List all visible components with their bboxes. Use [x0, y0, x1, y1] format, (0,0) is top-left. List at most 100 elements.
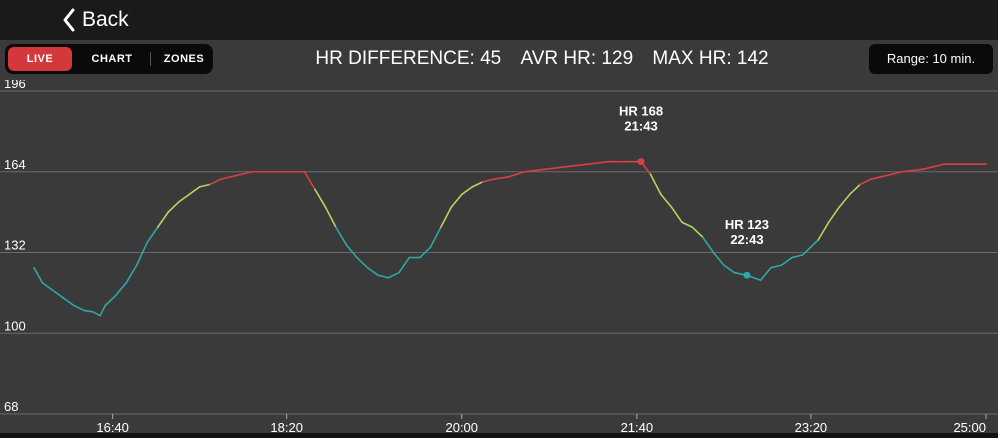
hr-line-segment	[586, 160, 610, 165]
hr-line-segment	[324, 206, 337, 229]
x-tick-label: 18:20	[270, 420, 303, 433]
hr-line-segment	[219, 175, 232, 181]
average-hr: AVR HR: 129	[520, 48, 634, 69]
tab-zones[interactable]: ZONES	[163, 53, 205, 65]
hr-line-segment	[240, 170, 253, 176]
hr-line-segment	[691, 226, 704, 239]
hr-line-segment	[901, 168, 924, 173]
back-button[interactable]: Back	[62, 6, 129, 34]
hr-line-segment	[880, 173, 893, 178]
hr-line-segment	[848, 183, 861, 196]
toolbar: LIVE CHART ZONES HR DIFFERENCE: 45 AVR H…	[0, 40, 998, 80]
hr-line-segment	[345, 244, 358, 259]
hr-line-segment	[104, 294, 117, 307]
heart-rate-chart: 196 164 132 100 68 16:40 18:20 20:00 21:40 23:20 2…	[0, 80, 998, 433]
hr-line-segment	[649, 173, 662, 196]
annotation-hr-label: HR 168	[619, 104, 663, 119]
hr-line-segment	[890, 170, 903, 176]
hr-line-segment	[492, 175, 510, 181]
hr-line-segment	[387, 271, 400, 279]
hr-line-segment	[73, 304, 86, 312]
hr-line-segment	[922, 163, 945, 171]
hr-line-segment	[712, 251, 725, 266]
hr-line-segment	[335, 226, 348, 246]
view-segmented-control: LIVE CHART ZONES	[5, 44, 213, 74]
hr-difference: HR DIFFERENCE: 45	[315, 48, 502, 69]
tab-live[interactable]: LIVE	[8, 47, 72, 71]
hr-line-segment	[670, 206, 683, 224]
hr-line-segment	[702, 236, 715, 254]
back-label: Back	[82, 8, 129, 31]
segment-divider	[150, 52, 151, 66]
hr-line-segment	[114, 281, 128, 297]
hr-line-segment	[440, 206, 453, 229]
hr-line-segment	[660, 193, 673, 208]
y-tick-label: 132	[4, 238, 26, 253]
hr-line-segment	[508, 170, 526, 178]
x-tick-label: 25:00	[953, 420, 986, 433]
hr-line-segment	[177, 193, 190, 203]
y-tick-label: 68	[4, 399, 18, 414]
hr-line-segment	[125, 264, 138, 284]
heart-rate-stats: HR DIFFERENCE: 45 AVR HR: 129 MAX HR: 14…	[300, 48, 784, 70]
hr-line-segment	[209, 178, 222, 186]
x-tick-label: 21:40	[621, 420, 654, 433]
hr-line-segment	[759, 266, 772, 282]
hr-line-segment	[198, 183, 211, 188]
hr-line-segment	[450, 193, 463, 208]
max-hr: MAX HR: 142	[652, 48, 769, 69]
hr-line-segment	[52, 289, 65, 299]
bottom-strip	[0, 433, 998, 438]
y-tick-label: 196	[4, 80, 26, 91]
hr-line-segment	[398, 256, 411, 274]
hr-line-segment	[41, 281, 54, 292]
hr-line-segment	[723, 264, 736, 274]
hr-line-segment	[565, 163, 589, 168]
hr-line-segment	[62, 297, 75, 307]
hr-line-segment	[523, 168, 547, 173]
hr-line-segment	[356, 256, 369, 269]
tab-chart[interactable]: CHART	[91, 53, 133, 65]
hr-line-segment	[827, 206, 841, 224]
hr-line-segment	[33, 266, 44, 284]
hr-line-segment	[188, 186, 201, 196]
hr-line-segment	[780, 256, 793, 266]
hr-line-segment	[366, 266, 379, 277]
hr-line-segment	[460, 186, 474, 196]
hr-line-segment	[303, 170, 316, 191]
min-hr-marker	[743, 271, 751, 279]
hr-line-segment	[544, 165, 568, 171]
hr-line-segment	[167, 201, 180, 213]
y-tick-label: 100	[4, 318, 26, 333]
hr-line-segment	[83, 309, 94, 313]
hr-line-segment	[314, 188, 327, 208]
navigation-bar: Back	[0, 0, 998, 40]
hr-line-segment	[859, 178, 872, 186]
hr-line-segment	[471, 181, 484, 188]
chevron-left-icon	[63, 8, 75, 32]
hr-line-segment	[377, 274, 390, 279]
hr-line-segment	[481, 178, 495, 183]
hr-line-segment	[681, 221, 694, 229]
hr-line-segment	[869, 175, 882, 181]
hr-line-segment	[419, 246, 432, 259]
annotation-time-label: 21:43	[624, 119, 657, 134]
y-tick-label: 164	[4, 157, 26, 172]
x-tick-label: 16:40	[96, 420, 129, 433]
annotation-time-label: 22:43	[730, 232, 763, 247]
hr-line-segment	[146, 226, 159, 244]
x-tick-label: 23:20	[795, 420, 828, 433]
hr-line-segment	[230, 173, 243, 178]
hr-line-segment	[156, 211, 170, 229]
hr-line-segment	[801, 239, 820, 256]
hr-line-segment	[791, 254, 804, 259]
hr-line-segment	[99, 304, 107, 317]
annotation-hr-label: HR 123	[725, 217, 769, 232]
range-selector-button[interactable]: Range: 10 min.	[869, 44, 993, 74]
hr-line-segment	[429, 226, 442, 249]
hr-line-segment	[135, 241, 149, 266]
hr-line-segment	[91, 311, 101, 317]
hr-line-segment	[770, 264, 783, 269]
hr-line-segment	[838, 193, 851, 208]
max-hr-marker	[637, 158, 645, 166]
